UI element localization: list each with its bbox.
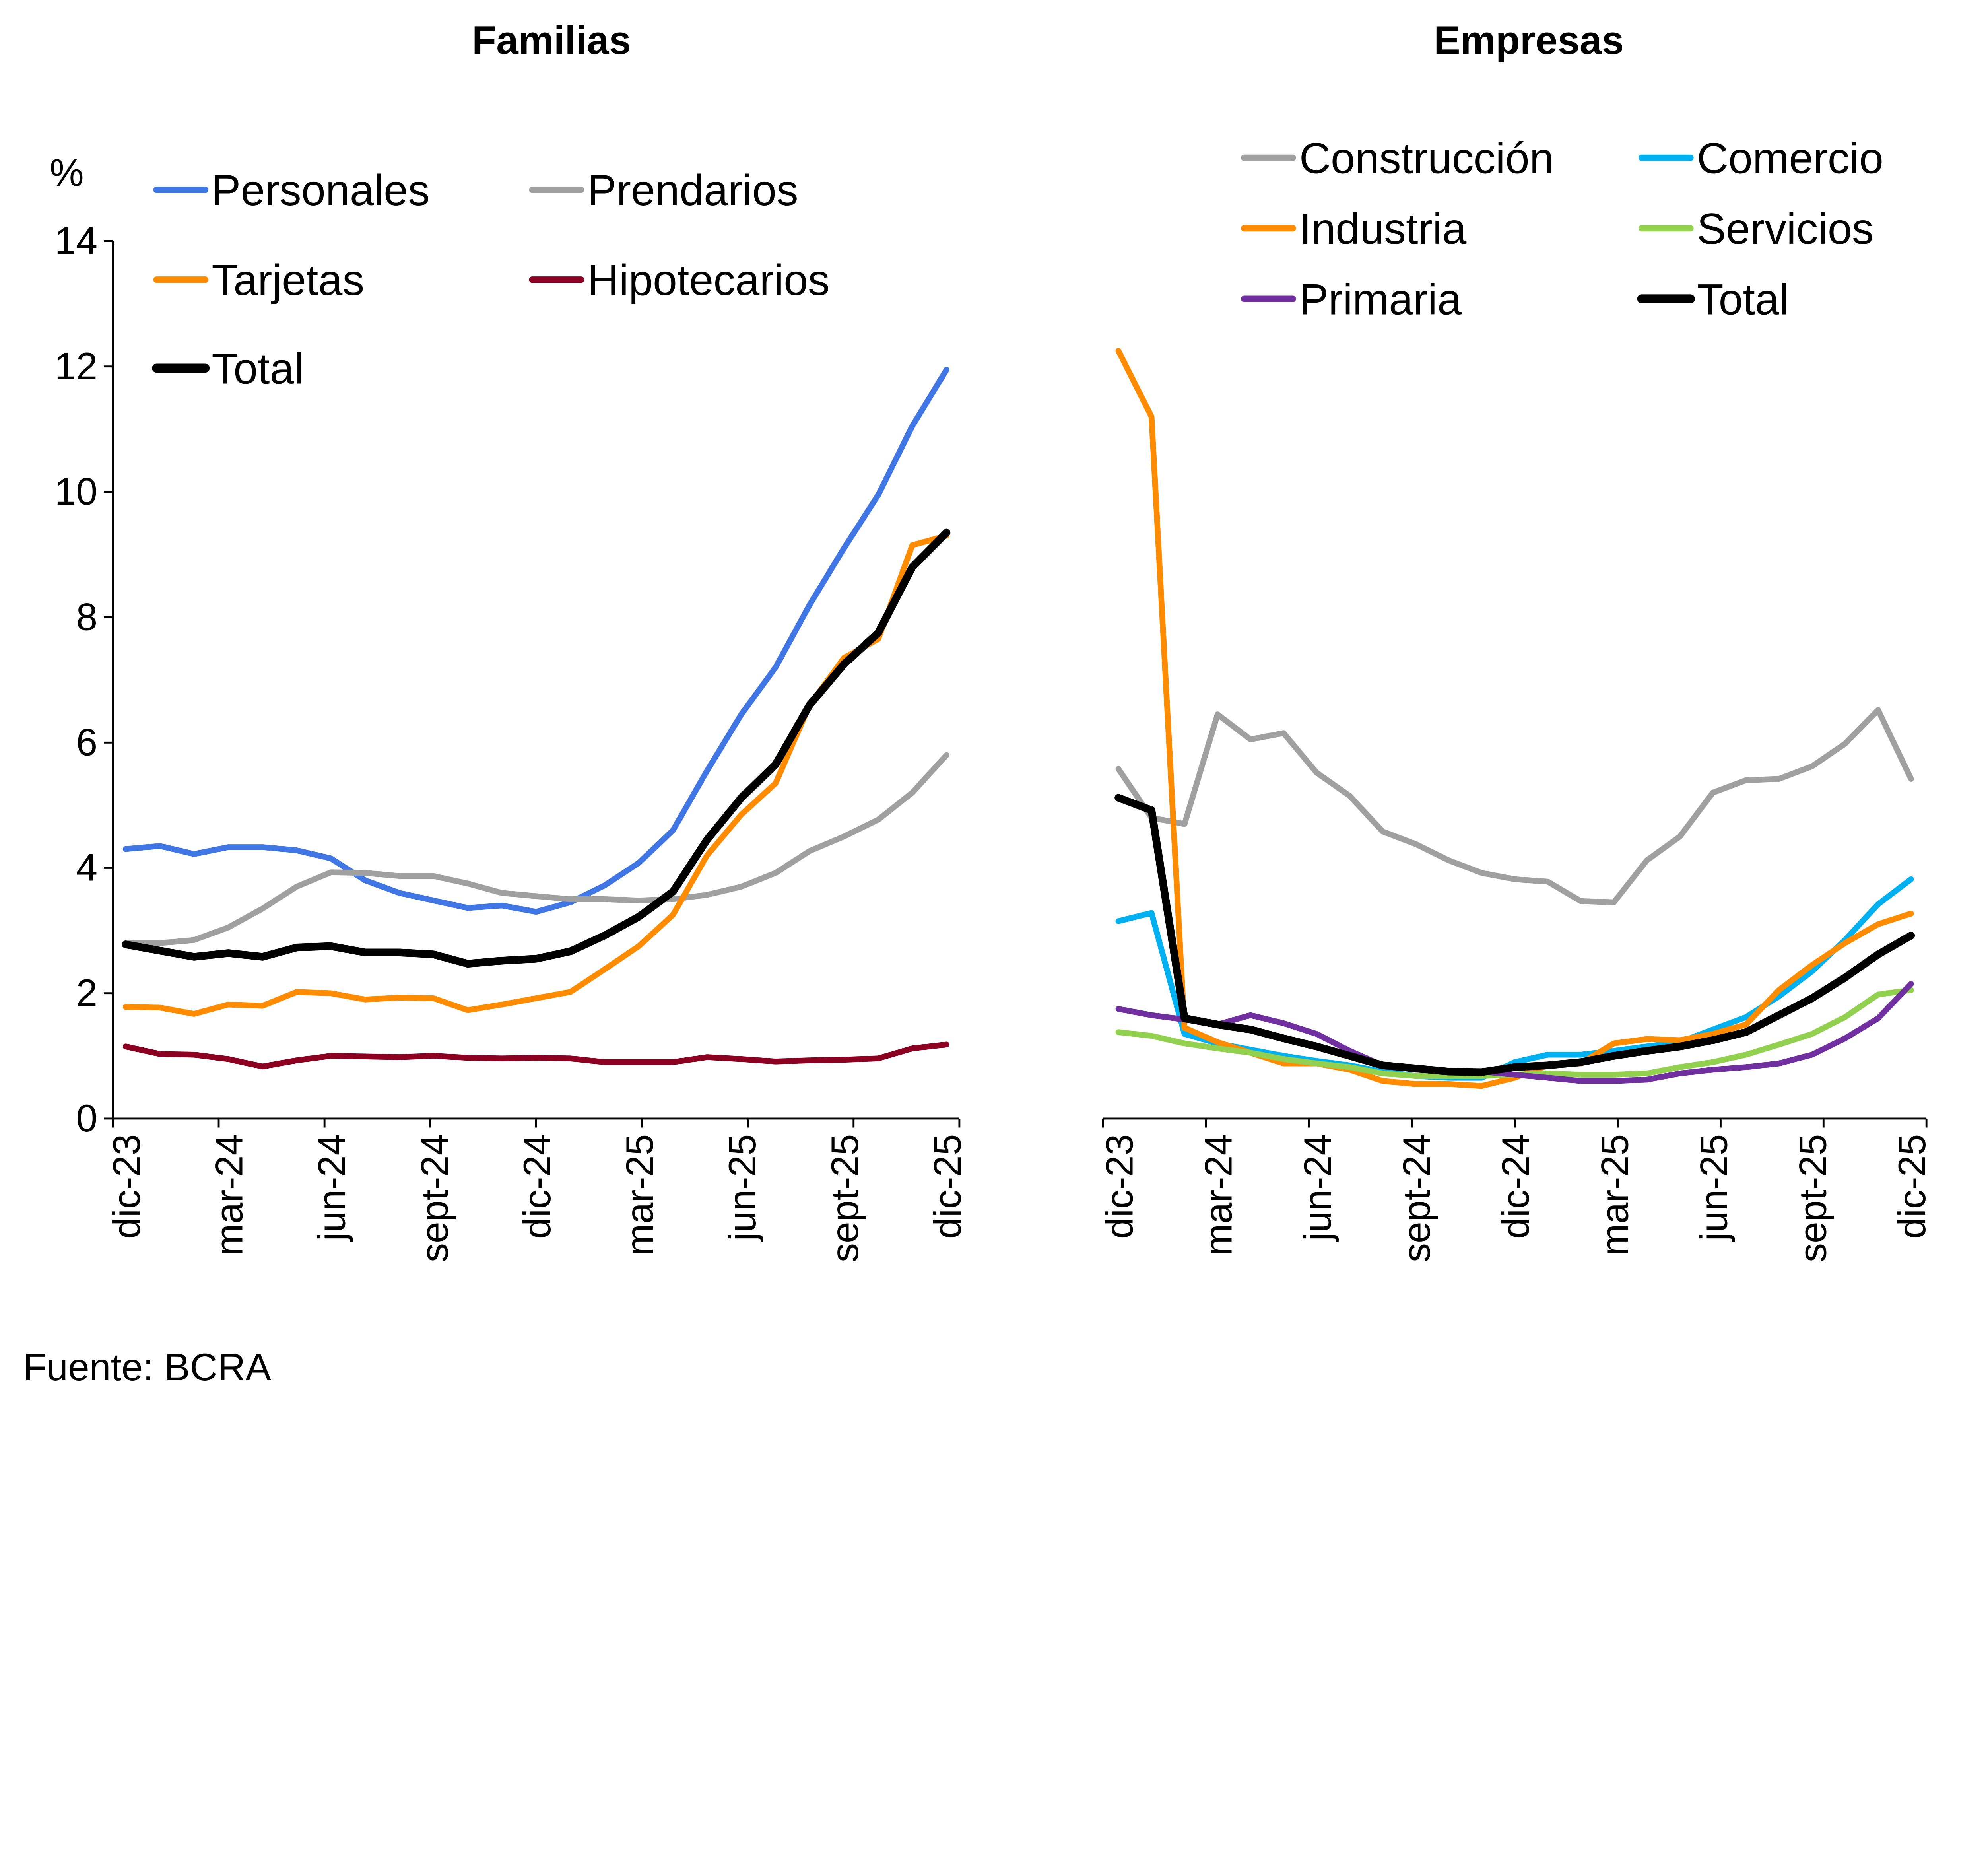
x-tick-label: jun-25 (1692, 1134, 1736, 1242)
y-tick-label: 2 (76, 971, 97, 1014)
x-tick-label: sept-25 (823, 1134, 866, 1263)
y-tick-label: 8 (76, 595, 97, 638)
legend-label: Prendarios (587, 166, 798, 215)
y-tick-label: 4 (76, 846, 97, 889)
legend-label: Hipotecarios (587, 256, 829, 305)
y-tick-label: 6 (76, 721, 97, 764)
empresas-panel: Empresas dic-23 mar-24 jun-24 sept-24 dic-24… (1097, 18, 1934, 1262)
x-tick-label: dic-24 (1494, 1134, 1537, 1239)
series-line-tarjetas (122, 532, 949, 1017)
x-tick-label: sept-25 (1791, 1134, 1835, 1263)
x-tick-label: jun-24 (1296, 1134, 1339, 1242)
y-axis-unit-label: % (50, 151, 84, 194)
x-tick-label: dic-24 (515, 1134, 559, 1239)
x-tick-label: mar-25 (1593, 1134, 1636, 1256)
x-tick-label: dic-23 (1097, 1134, 1141, 1239)
x-tick-label: dic-25 (1890, 1134, 1934, 1239)
source-note: Fuente: BCRA (23, 1345, 271, 1389)
series-line-primaria (1115, 981, 1914, 1084)
familias-title: Familias (472, 18, 631, 62)
legend-label: Personales (212, 166, 430, 215)
x-tick-label: dic-25 (926, 1134, 969, 1239)
y-tick-label: 10 (55, 470, 98, 513)
series-line-prendarios (122, 752, 949, 946)
y-tick-label: 14 (55, 219, 98, 262)
series-line-industria (1115, 348, 1914, 1089)
series-line-total (122, 528, 951, 968)
series-line-total (1114, 794, 1915, 1076)
series-line-construcción (1115, 707, 1914, 905)
figure: Familias % 0 2 4 6 8 10 12 14 dic-23 mar-24 jun-24… (23, 18, 1934, 1389)
familias-panel: Familias % 0 2 4 6 8 10 12 14 dic-23 mar-24 jun-24… (50, 18, 969, 1262)
legend-label: Construcción (1299, 134, 1554, 183)
legend-label: Total (1697, 275, 1789, 324)
x-tick-label: sept-24 (1395, 1134, 1438, 1263)
legend-label: Total (212, 345, 304, 393)
series-line-hipotecarios (122, 1041, 949, 1070)
x-tick-label: mar-24 (208, 1134, 251, 1256)
y-tick-label: 0 (76, 1096, 97, 1140)
legend-label: Industria (1299, 205, 1467, 253)
series-line-personales (122, 367, 949, 915)
empresas-title: Empresas (1434, 18, 1624, 62)
legend-label: Comercio (1697, 134, 1883, 183)
legend-label: Tarjetas (212, 256, 364, 305)
x-tick-label: mar-24 (1197, 1134, 1240, 1256)
series-line-comercio (1115, 876, 1914, 1081)
x-tick-label: mar-25 (618, 1134, 661, 1256)
x-tick-label: jun-25 (720, 1134, 764, 1242)
x-tick-label: dic-23 (105, 1134, 148, 1239)
x-tick-label: sept-24 (413, 1134, 456, 1263)
legend-label: Primaria (1299, 275, 1462, 324)
y-tick-label: 12 (55, 344, 98, 388)
x-tick-label: jun-24 (310, 1134, 353, 1242)
legend-label: Servicios (1697, 205, 1874, 253)
